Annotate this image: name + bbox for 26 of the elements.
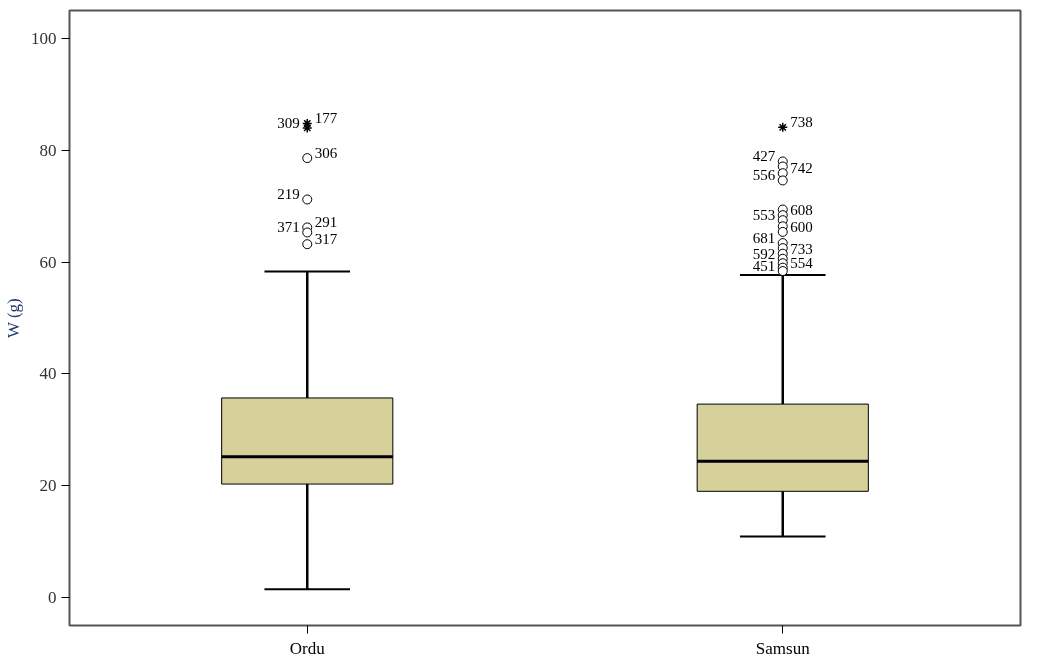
y-tick-label: 80: [39, 140, 57, 160]
x-tick-label: Samsun: [755, 638, 811, 658]
annotation: 317: [314, 231, 338, 248]
annotation: 554: [790, 254, 814, 271]
annotation: 600: [790, 218, 813, 235]
x-tick-label: Ordu: [289, 638, 326, 658]
annotation: 608: [790, 202, 813, 219]
annotation: 553: [752, 207, 776, 224]
annotation: 738: [790, 114, 813, 131]
y-tick-label: 100: [31, 28, 57, 48]
annotation: 742: [790, 160, 813, 177]
annotation: 306: [314, 145, 338, 162]
y-tick-label: 20: [39, 476, 57, 496]
annotation: 291: [314, 214, 338, 231]
annotation: 219: [277, 186, 300, 203]
annotation: 309: [277, 114, 300, 131]
y-tick-label: 0: [48, 588, 57, 608]
annotation: 177: [314, 110, 338, 127]
annotation: 371: [277, 219, 300, 236]
annotation: 427: [752, 148, 776, 165]
y-tick-label: 60: [39, 252, 57, 272]
annotation: 681: [752, 230, 776, 247]
y-axis-title: W (g): [4, 298, 23, 339]
y-tick-label: 40: [39, 364, 57, 384]
annotation: 733: [790, 240, 813, 257]
annotation: 556: [752, 167, 776, 184]
